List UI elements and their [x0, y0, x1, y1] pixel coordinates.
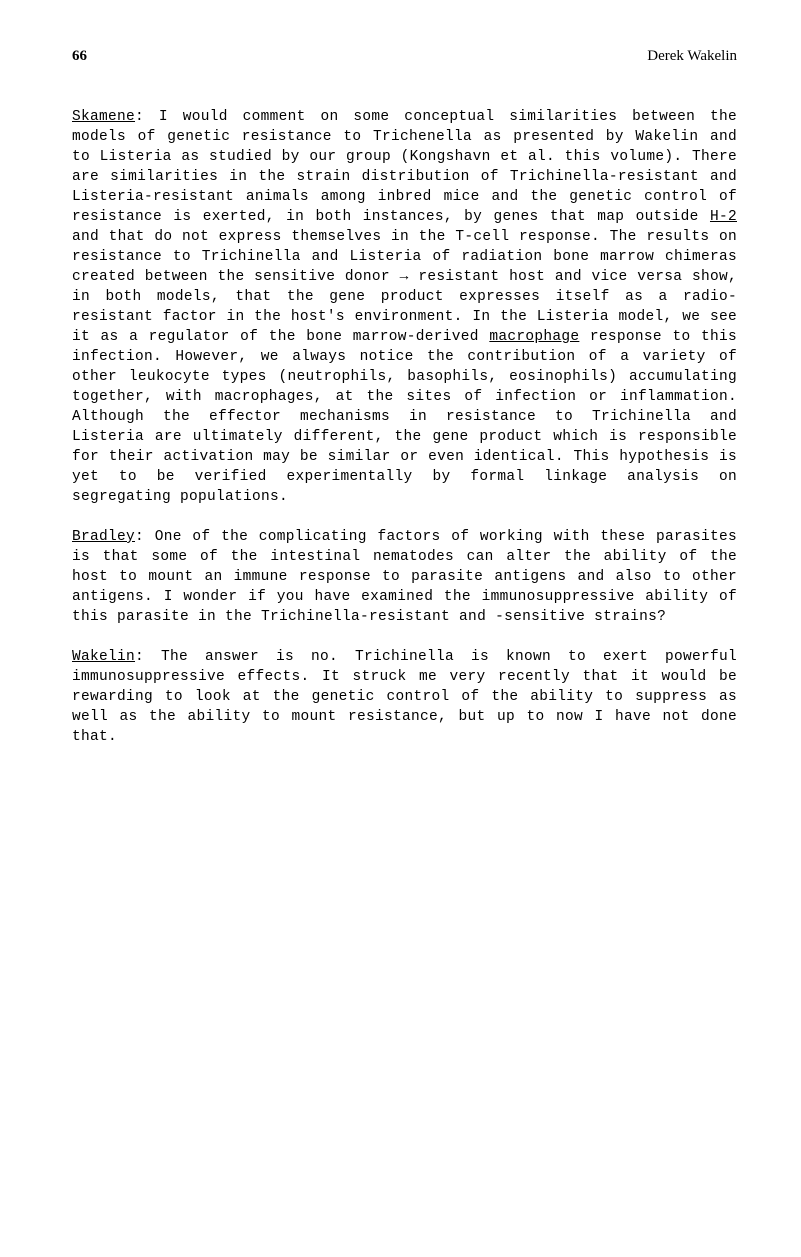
p1-text-3: response to this infection. However, we …: [72, 329, 737, 505]
h2-underline: H-2: [710, 209, 737, 225]
paragraph-wakelin: Wakelin: The answer is no. Trichinella i…: [72, 647, 737, 747]
main-content: Skamene: I would comment on some concept…: [72, 107, 737, 747]
author-name: Derek Wakelin: [647, 48, 737, 65]
p1-text-1: : I would comment on some conceptual sim…: [72, 109, 737, 225]
paragraph-skamene: Skamene: I would comment on some concept…: [72, 107, 737, 507]
p3-text: : The answer is no. Trichinella is known…: [72, 649, 737, 745]
speaker-wakelin: Wakelin: [72, 649, 135, 665]
paragraph-bradley: Bradley: One of the complicating factors…: [72, 527, 737, 627]
page-number: 66: [72, 48, 87, 65]
speaker-bradley: Bradley: [72, 529, 135, 545]
macrophage-underline: macrophage: [489, 329, 579, 345]
speaker-skamene: Skamene: [72, 109, 135, 125]
p1-text-2: and that do not express themselves in th…: [72, 229, 737, 345]
p2-text: : One of the complicating factors of wor…: [72, 529, 737, 625]
page-header: 66 Derek Wakelin: [72, 48, 737, 65]
